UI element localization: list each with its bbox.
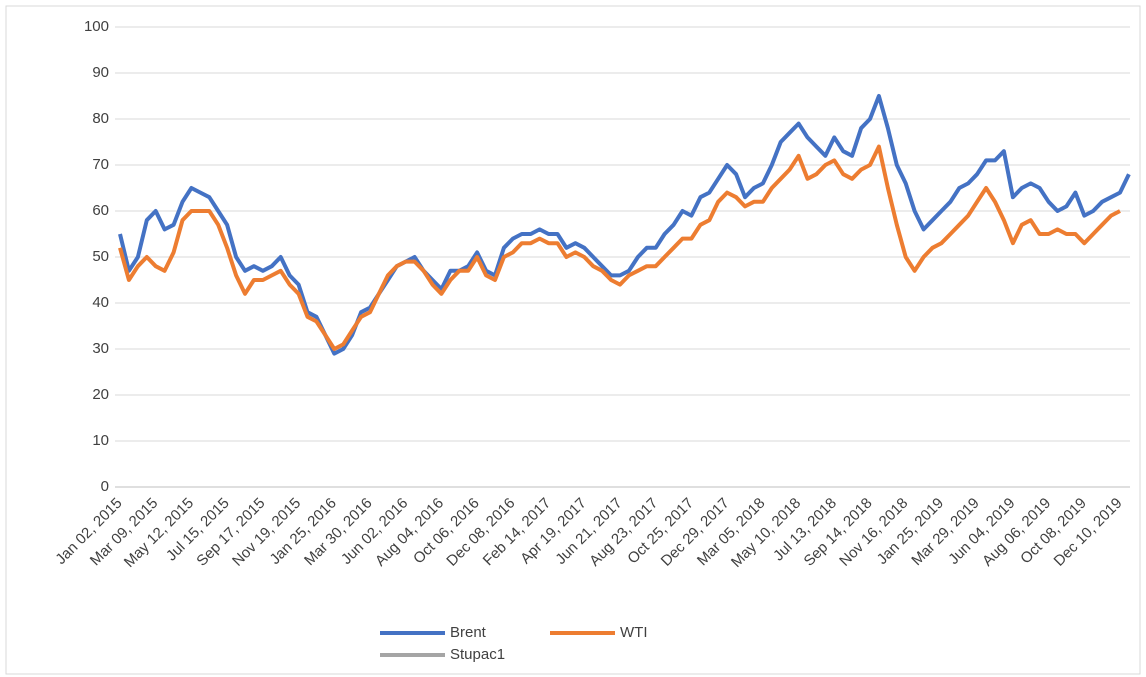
- y-tick-label: 20: [92, 386, 109, 403]
- chart-border: [5, 5, 1141, 675]
- y-tick-label: 90: [92, 64, 109, 81]
- legend-label: WTI: [620, 624, 648, 641]
- y-tick-label: 30: [92, 340, 109, 357]
- series-line: [118, 144, 1121, 351]
- legend-label: Brent: [450, 624, 487, 641]
- y-tick-label: 0: [101, 478, 109, 495]
- y-tick-label: 60: [92, 202, 109, 219]
- y-tick-label: 100: [84, 18, 109, 35]
- y-tick-label: 80: [92, 110, 109, 127]
- y-tick-label: 40: [92, 294, 109, 311]
- legend-label: Stupac1: [450, 646, 505, 663]
- y-tick-label: 70: [92, 156, 109, 173]
- series-line: [118, 94, 1131, 356]
- y-tick-label: 10: [92, 432, 109, 449]
- y-tick-label: 50: [92, 248, 109, 265]
